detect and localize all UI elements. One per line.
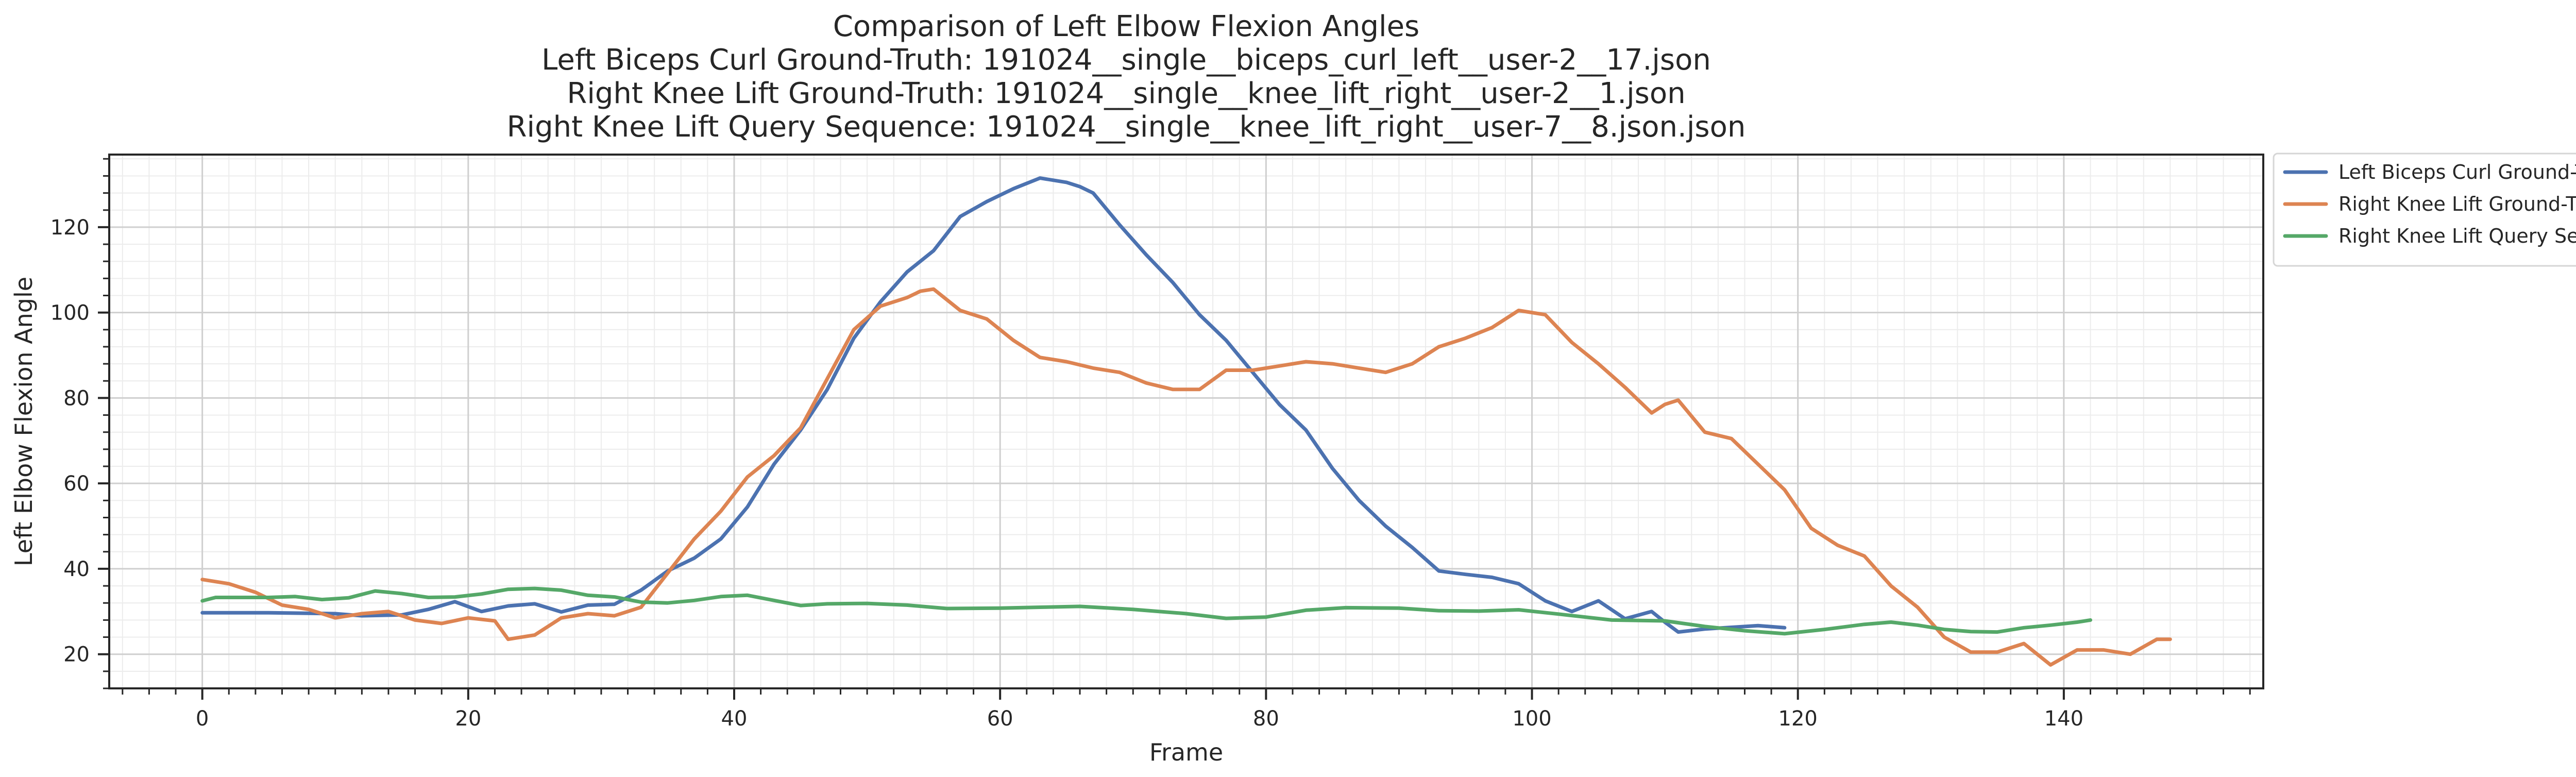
title-line-knee-query: Right Knee Lift Query Sequence: 191024__…	[507, 110, 1746, 144]
chart-title: Comparison of Left Elbow Flexion Angles …	[507, 10, 1746, 144]
x-tick-label: 0	[196, 707, 209, 731]
legend-box	[2273, 153, 2576, 267]
series-line-3	[200, 586, 2092, 636]
y-axis-label: Left Elbow Flexion Angle	[10, 277, 38, 566]
legend-label-1: Left Biceps Curl Ground-Truth	[2338, 161, 2576, 183]
x-axis-ticks: 0 20 40 60 80 100 120 140	[122, 688, 2251, 731]
x-tick-label: 120	[1778, 707, 1818, 731]
x-tick-label: 60	[987, 707, 1013, 731]
y-tick-label: 60	[63, 472, 90, 496]
y-tick-label: 20	[63, 643, 90, 667]
series-line-2	[200, 287, 2172, 667]
legend-label-3: Right Knee Lift Query Sequence	[2338, 225, 2576, 247]
y-tick-label: 40	[63, 558, 90, 581]
major-grid	[109, 155, 2263, 688]
legend-label-2: Right Knee Lift Ground-Truth	[2338, 193, 2576, 215]
legend: Left Biceps Curl Ground-Truth Right Knee …	[2273, 153, 2576, 267]
title-line-knee-gt: Right Knee Lift Ground-Truth: 191024__si…	[567, 77, 1685, 110]
x-tick-label: 80	[1253, 707, 1279, 731]
y-tick-label: 100	[50, 301, 90, 325]
series-line-1	[200, 176, 1787, 634]
y-tick-label: 80	[63, 386, 90, 410]
title-line-main: Comparison of Left Elbow Flexion Angles	[833, 10, 1419, 43]
y-axis-ticks: 20 40 60 80 100 120	[50, 158, 109, 689]
plot-series	[200, 176, 2172, 667]
y-tick-label: 120	[50, 216, 90, 240]
x-tick-label: 20	[455, 707, 481, 731]
x-axis-label: Frame	[1149, 738, 1223, 766]
x-tick-label: 40	[721, 707, 748, 731]
x-tick-label: 140	[2044, 707, 2083, 731]
title-line-biceps-gt: Left Biceps Curl Ground-Truth: 191024__s…	[541, 43, 1711, 77]
x-tick-label: 100	[1512, 707, 1551, 731]
